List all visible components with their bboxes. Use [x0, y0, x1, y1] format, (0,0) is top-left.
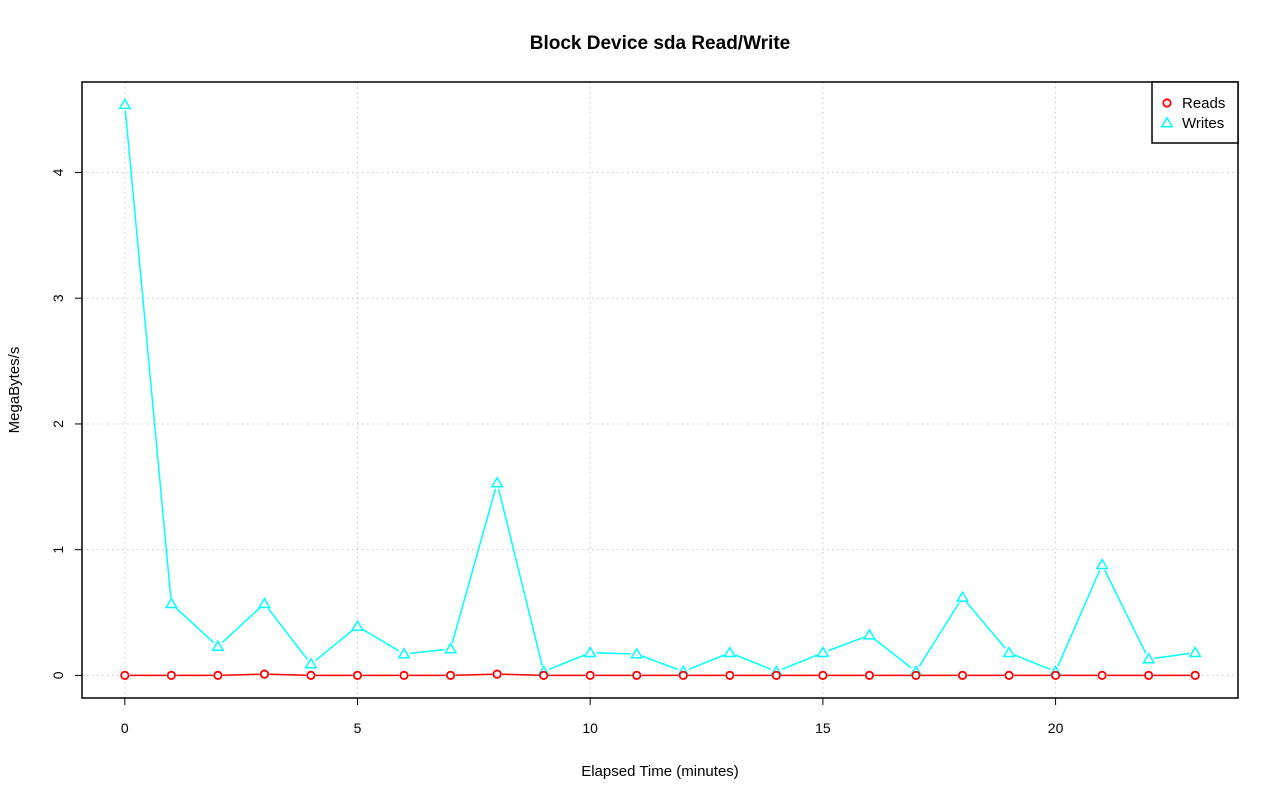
- series-layer: [118, 97, 1202, 680]
- y-tick-label: 1: [50, 546, 66, 554]
- reads-point: [585, 670, 595, 680]
- y-tick-label: 4: [50, 168, 66, 176]
- chart-title: Block Device sda Read/Write: [530, 33, 790, 54]
- series-reads: [120, 669, 1200, 680]
- writes-point: [630, 647, 644, 659]
- reads-point: [492, 669, 502, 679]
- y-tick-label: 0: [50, 671, 66, 679]
- reads-point: [1004, 670, 1014, 680]
- writes-line-segment: [735, 654, 772, 671]
- writes-point: [583, 646, 597, 658]
- writes-line-segment: [315, 629, 354, 661]
- reads-point: [166, 670, 176, 680]
- writes-point: [350, 619, 365, 631]
- writes-line-segment: [409, 648, 445, 655]
- reads-point: [259, 669, 270, 679]
- reads-point: [120, 670, 130, 680]
- series-writes: [118, 97, 1202, 677]
- writes-point: [304, 657, 318, 669]
- writes-line-segment: [175, 607, 214, 643]
- writes-point: [444, 642, 458, 654]
- y-tick-label: 3: [50, 294, 66, 302]
- y-tick-label: 2: [50, 420, 66, 428]
- y-axis-label: MegaBytes/s: [6, 347, 23, 434]
- writes-line-segment: [781, 654, 818, 671]
- reads-point: [445, 670, 456, 680]
- writes-point: [955, 590, 970, 602]
- legend: Reads Writes: [1151, 81, 1239, 144]
- legend-reads-label: Reads: [1182, 95, 1225, 112]
- writes-line-segment: [221, 607, 261, 643]
- reads-point: [352, 670, 363, 680]
- reads-point: [1190, 670, 1200, 680]
- writes-line-segment: [451, 488, 497, 644]
- x-tick-label: 20: [1048, 720, 1064, 736]
- writes-point: [211, 639, 225, 651]
- writes-line-segment: [1104, 569, 1147, 654]
- reads-point: [213, 670, 223, 680]
- writes-line-segment: [642, 655, 678, 671]
- legend-writes-label: Writes: [1182, 115, 1224, 132]
- reads-point: [725, 670, 735, 680]
- writes-line-segment: [1014, 654, 1051, 671]
- reads-point: [632, 670, 642, 680]
- writes-point: [862, 628, 876, 640]
- reads-point: [539, 670, 549, 680]
- writes-point: [118, 97, 132, 110]
- writes-point: [164, 596, 178, 609]
- reads-point: [957, 670, 968, 680]
- x-tick-label: 5: [354, 720, 362, 736]
- y-axis: 0 1 2 3 4: [50, 168, 83, 679]
- reads-line-segment: [269, 673, 306, 676]
- x-tick-label: 10: [582, 720, 598, 736]
- x-tick-label: 0: [121, 720, 129, 736]
- x-axis: 0 5 10 15 20: [121, 697, 1064, 736]
- reads-point: [1050, 670, 1061, 680]
- writes-line-segment: [1057, 569, 1101, 667]
- writes-line-segment: [596, 652, 631, 655]
- reads-line-segment: [455, 673, 493, 676]
- reads-point: [306, 670, 316, 680]
- writes-point: [1095, 558, 1109, 570]
- writes-line-segment: [828, 636, 865, 652]
- writes-point: [1188, 646, 1202, 658]
- plot-frame: [81, 81, 1239, 699]
- writes-point: [816, 646, 830, 658]
- writes-point: [723, 646, 737, 658]
- writes-point: [490, 476, 504, 488]
- writes-line-segment: [918, 602, 960, 667]
- legend-writes-marker: [1160, 116, 1174, 128]
- grid: [82, 82, 1238, 698]
- writes-line-segment: [548, 654, 585, 671]
- writes-point: [1002, 646, 1016, 658]
- reads-line-segment: [502, 673, 539, 676]
- writes-point: [397, 647, 411, 659]
- writes-line-segment: [1154, 652, 1190, 659]
- writes-line-segment: [124, 110, 172, 598]
- reads-point: [771, 670, 781, 680]
- writes-line-segment: [688, 654, 725, 671]
- reads-point: [399, 670, 409, 680]
- reads-point: [818, 670, 828, 680]
- legend-box: [1151, 81, 1239, 144]
- writes-line-segment: [873, 638, 912, 669]
- writes-line-segment: [965, 601, 1006, 649]
- legend-reads-marker: [1162, 98, 1172, 108]
- x-tick-label: 15: [815, 720, 831, 736]
- reads-point: [1144, 670, 1154, 680]
- writes-line-segment: [267, 608, 308, 660]
- writes-point: [257, 596, 271, 609]
- reads-point: [911, 670, 921, 680]
- writes-point: [1142, 652, 1156, 664]
- x-axis-label: Elapsed Time (minutes): [581, 763, 739, 780]
- reads-point: [678, 670, 688, 680]
- reads-point: [1097, 670, 1107, 680]
- reads-line-segment: [222, 673, 260, 676]
- reads-point: [864, 670, 875, 680]
- writes-line-segment: [362, 628, 400, 652]
- writes-line-segment: [497, 488, 543, 666]
